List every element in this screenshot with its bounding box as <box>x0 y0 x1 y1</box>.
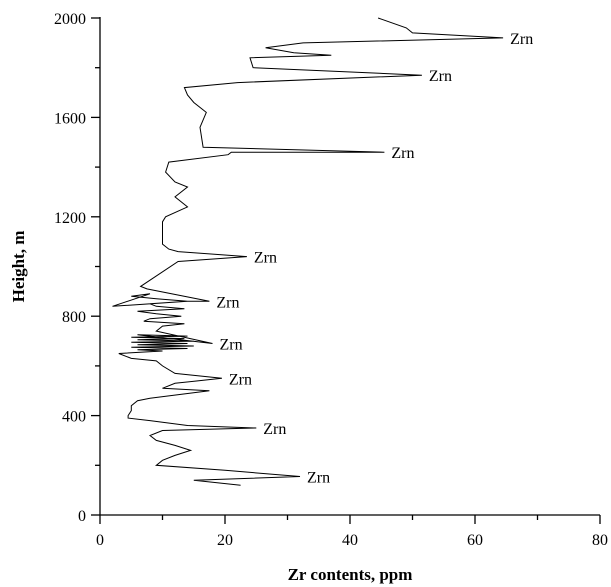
zrn-annotation: Zrn <box>254 250 277 267</box>
zrn-annotation: Zrn <box>429 68 452 85</box>
y-axis-title: Height, m <box>9 231 28 303</box>
x-axis-title: Zr contents, ppm <box>288 565 413 584</box>
y-tick-label: 1200 <box>54 210 86 227</box>
y-tick-label: 800 <box>62 309 86 326</box>
y-tick-label: 1600 <box>54 110 86 127</box>
zrn-annotation: Zrn <box>263 421 286 438</box>
y-tick-label: 400 <box>62 409 86 426</box>
y-tick-label: 2000 <box>54 11 86 28</box>
x-tick-label: 60 <box>467 532 483 549</box>
zrn-annotation: Zrn <box>216 294 239 311</box>
x-tick-label: 80 <box>592 532 608 549</box>
annotations: Zrn Zrn Zrn Zrn Zrn Zrn Zrn Zrn Zrn <box>216 31 533 487</box>
x-tick-label: 20 <box>217 532 233 549</box>
zrn-annotation: Zrn <box>220 337 243 354</box>
zr-profile-line <box>112 17 504 486</box>
x-ticks: 0 20 40 60 80 <box>96 515 608 549</box>
y-tick-label: 0 <box>78 508 86 525</box>
y-ticks: 0 400 800 1200 1600 2000 <box>54 11 100 525</box>
x-tick-label: 0 <box>96 532 104 549</box>
zrn-annotation: Zrn <box>229 371 252 388</box>
zrn-annotation: Zrn <box>510 31 533 48</box>
zrn-annotation: Zrn <box>391 145 414 162</box>
zrn-annotation: Zrn <box>307 469 330 486</box>
x-tick-label: 40 <box>342 532 358 549</box>
axes: 0 400 800 1200 1600 2000 0 20 40 60 80 <box>54 11 608 549</box>
